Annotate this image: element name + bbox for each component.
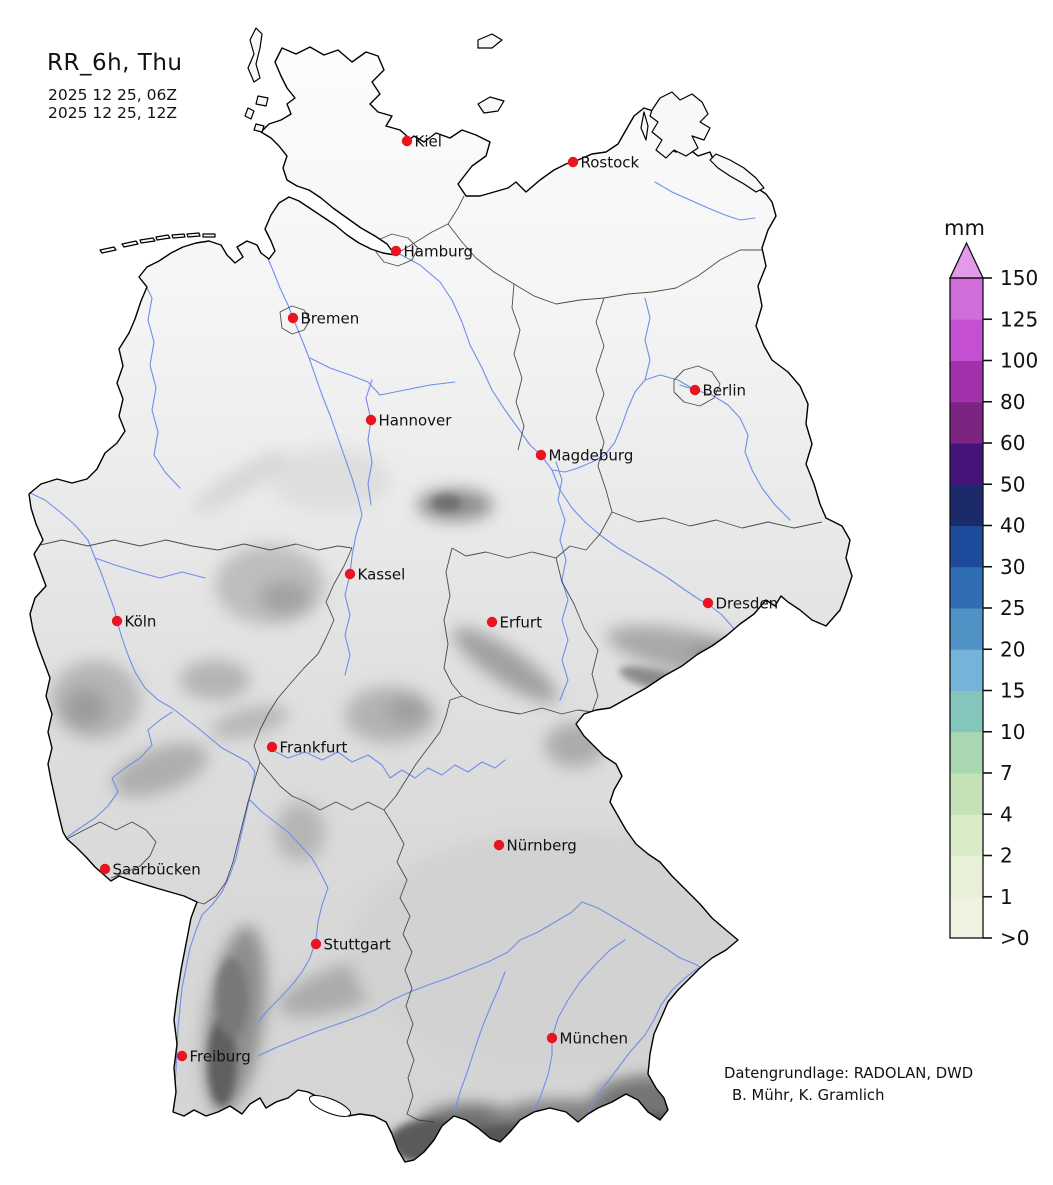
colorbar-segment xyxy=(950,278,983,320)
colorbar-tick-label: 150 xyxy=(1000,266,1038,290)
colorbar-segment xyxy=(950,773,983,815)
city-dot xyxy=(703,598,713,608)
city-marker-magdeburg: Magdeburg xyxy=(536,447,634,465)
colorbar-segment xyxy=(950,691,983,733)
city-label: Freiburg xyxy=(190,1048,251,1066)
colorbar-tick-label: 125 xyxy=(1000,307,1038,331)
city-label: Hannover xyxy=(379,412,453,430)
colorbar-tick-label: 10 xyxy=(1000,720,1025,744)
colorbar-tick-label: 4 xyxy=(1000,802,1013,826)
city-label: Frankfurt xyxy=(280,739,348,757)
city-dot xyxy=(547,1033,557,1043)
attribution: Datengrundlage: RADOLAN, DWD B. Mühr, K.… xyxy=(724,1063,973,1107)
city-label: Stuttgart xyxy=(324,936,392,954)
city-marker-hamburg: Hamburg xyxy=(391,243,473,261)
data-source-credit: Datengrundlage: RADOLAN, DWD xyxy=(724,1063,973,1085)
colorbar-segment xyxy=(950,608,983,650)
valid-time-range: 2025 12 25, 06Z 2025 12 25, 12Z xyxy=(48,87,177,123)
colorbar-segment xyxy=(950,319,983,361)
city-dot xyxy=(487,617,497,627)
city-label: Nürnberg xyxy=(507,837,577,855)
city-label: Magdeburg xyxy=(549,447,634,465)
colorbar-segment xyxy=(950,897,983,939)
colorbar-tick-label: 40 xyxy=(1000,514,1025,538)
colorbar-tick-label: 20 xyxy=(1000,637,1025,661)
city-label: Rostock xyxy=(581,154,640,172)
colorbar-tick-label: 50 xyxy=(1000,472,1025,496)
colorbar-segment xyxy=(950,732,983,774)
city-label: Köln xyxy=(125,613,157,631)
colorbar-tick-label: 60 xyxy=(1000,431,1025,455)
city-dot xyxy=(100,864,110,874)
city-marker-mnchen: München xyxy=(547,1030,628,1048)
colorbar-segment xyxy=(950,402,983,444)
colorbar-tick-label: 25 xyxy=(1000,596,1025,620)
city-dot xyxy=(568,157,578,167)
colorbar: >0 1 2 4 7 10 15 20 25 30 40 50 60 80 100 125 150 mm xyxy=(944,216,1038,950)
colorbar-overflow-arrow xyxy=(950,243,983,278)
city-dot xyxy=(366,415,376,425)
colorbar-segment xyxy=(950,649,983,691)
city-marker-hannover: Hannover xyxy=(366,412,452,430)
colorbar-tick-label: 80 xyxy=(1000,390,1025,414)
colorbar-tick-label: 100 xyxy=(1000,349,1038,373)
city-dot xyxy=(311,939,321,949)
city-marker-nrnberg: Nürnberg xyxy=(494,837,577,855)
city-dot xyxy=(690,385,700,395)
city-marker-stuttgart: Stuttgart xyxy=(311,936,391,954)
colorbar-segment xyxy=(950,856,983,898)
weather-map-canvas: Kiel Rostock Hamburg Bremen Berlin Hannover Ma… xyxy=(0,0,1053,1185)
city-marker-frankfurt: Frankfurt xyxy=(267,739,348,757)
colorbar-unit-label: mm xyxy=(944,216,985,240)
city-label: Kassel xyxy=(358,566,406,584)
colorbar-tick-label: 15 xyxy=(1000,679,1025,703)
date-line-end: 2025 12 25, 12Z xyxy=(48,105,177,123)
colorbar-tick-label: 2 xyxy=(1000,844,1013,868)
author-credit: B. Mühr, K. Gramlich xyxy=(732,1085,973,1107)
colorbar-segment xyxy=(950,526,983,568)
colorbar-tick-label: 30 xyxy=(1000,555,1025,579)
city-label: Dresden xyxy=(716,595,779,613)
page-title: RR_6h, Thu xyxy=(47,50,183,76)
city-dot xyxy=(536,450,546,460)
colorbar-tick-label: 1 xyxy=(1000,885,1013,909)
colorbar-segment xyxy=(950,361,983,403)
title-block: RR_6h, Thu xyxy=(47,50,183,76)
colorbar-segment xyxy=(950,484,983,526)
date-line-start: 2025 12 25, 06Z xyxy=(48,87,177,105)
city-label: Bremen xyxy=(301,310,360,328)
city-label: Kiel xyxy=(415,133,442,151)
city-dot xyxy=(288,313,298,323)
city-label: Berlin xyxy=(703,382,747,400)
colorbar-segment xyxy=(950,567,983,609)
colorbar-segment xyxy=(950,814,983,856)
colorbar-tick-label: >0 xyxy=(1000,926,1029,950)
city-dot xyxy=(345,569,355,579)
city-label: Saarbücken xyxy=(113,861,201,879)
city-dot xyxy=(112,616,122,626)
city-dot xyxy=(402,136,412,146)
city-dot xyxy=(267,742,277,752)
germany-precipitation-map: Kiel Rostock Hamburg Bremen Berlin Hannover Ma… xyxy=(0,0,1053,1185)
city-marker-saarbcken: Saarbücken xyxy=(100,861,201,879)
city-label: München xyxy=(560,1030,628,1048)
city-dot xyxy=(177,1051,187,1061)
city-dot xyxy=(494,840,504,850)
colorbar-segment xyxy=(950,443,983,485)
city-label: Erfurt xyxy=(500,614,543,632)
city-dot xyxy=(391,246,401,256)
colorbar-tick-label: 7 xyxy=(1000,761,1013,785)
city-label: Hamburg xyxy=(404,243,474,261)
